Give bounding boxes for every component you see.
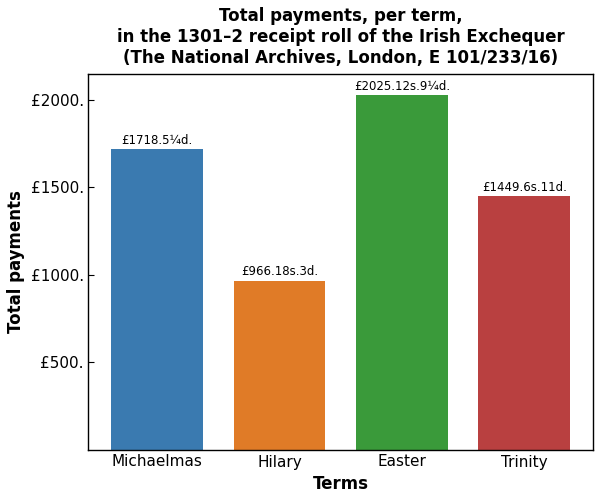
Title: Total payments, per term,
in the 1301–2 receipt roll of the Irish Exchequer
(The: Total payments, per term, in the 1301–2 …: [117, 7, 565, 66]
Text: £1718.5¼d.: £1718.5¼d.: [122, 134, 193, 147]
Bar: [356, 96, 448, 450]
Bar: [234, 280, 325, 450]
Y-axis label: Total payments: Total payments: [7, 190, 25, 333]
Text: £1449.6s.11d.: £1449.6s.11d.: [482, 181, 566, 194]
Text: £2025.12s.9¼d.: £2025.12s.9¼d.: [354, 80, 450, 94]
Text: £966.18s.3d.: £966.18s.3d.: [241, 266, 318, 278]
X-axis label: Terms: Terms: [313, 475, 369, 493]
Bar: [478, 196, 570, 450]
Bar: [112, 149, 203, 450]
